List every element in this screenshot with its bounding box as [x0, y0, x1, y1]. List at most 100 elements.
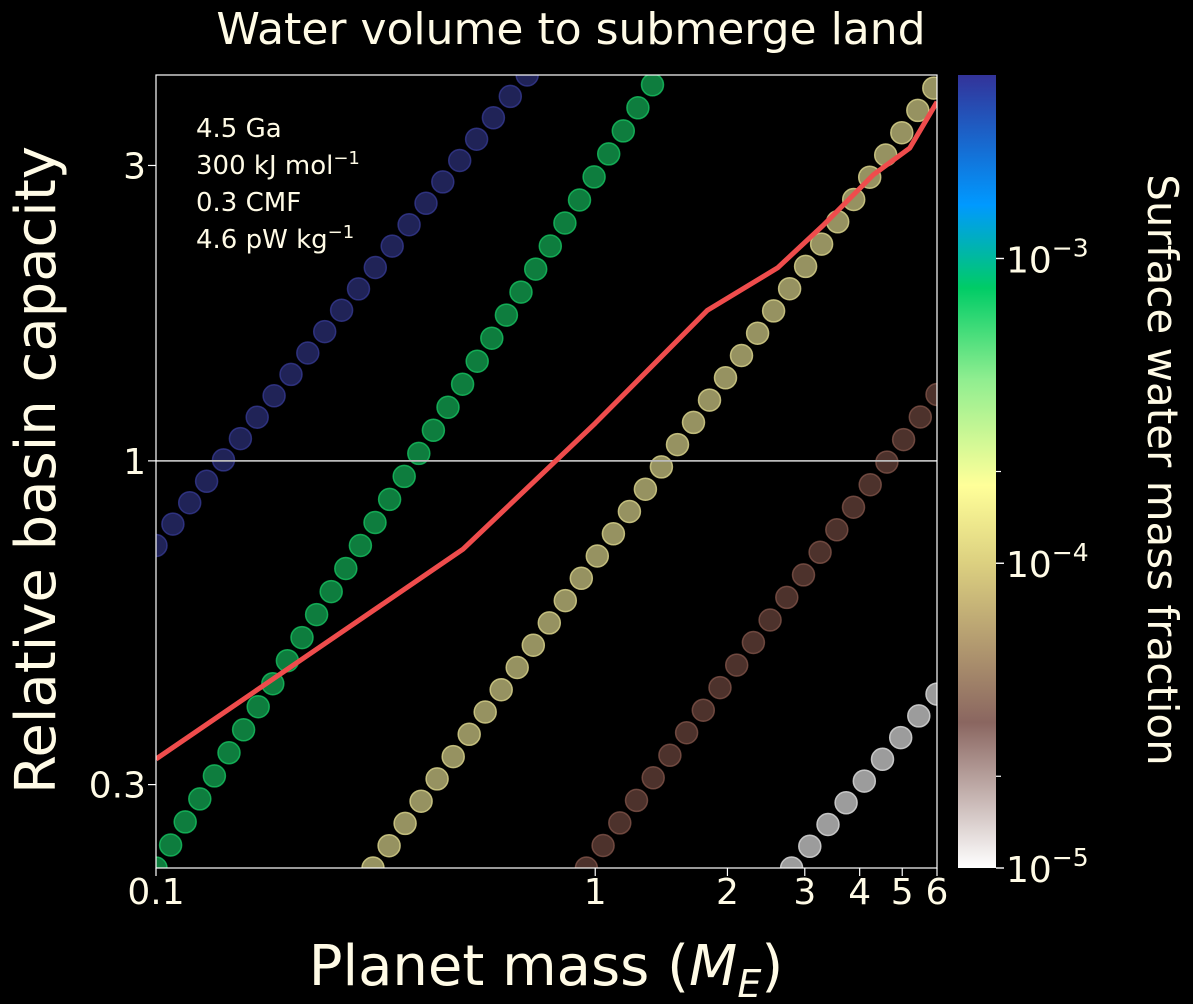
- series-layer: [156, 75, 937, 868]
- scatter-point: [228, 426, 253, 451]
- scatter-series-5: [779, 682, 937, 868]
- x-tick-label: 5: [891, 872, 914, 913]
- scatter-point: [505, 655, 529, 680]
- scatter-point: [161, 512, 185, 536]
- scatter-series-2: [156, 75, 665, 868]
- scatter-point: [515, 75, 539, 87]
- scatter-point: [436, 395, 460, 420]
- chart-title: Water volume to submerge land: [216, 4, 925, 55]
- scatter-point: [538, 234, 563, 258]
- scatter-point: [489, 677, 513, 702]
- scatter-point: [907, 704, 931, 728]
- x-axis-label: Planet mass (ME): [309, 934, 783, 1004]
- parameter-annotations: 4.5 Ga 300 kJ mol−1 0.3 CMF 4.6 pW kg−1: [196, 114, 360, 255]
- x-tick-label: 2: [716, 872, 739, 913]
- scatter-point: [922, 76, 937, 100]
- scatter-point: [641, 766, 665, 790]
- scatter-point: [156, 856, 168, 868]
- scatter-point: [296, 341, 320, 365]
- scatter-point: [758, 608, 782, 632]
- scatter-point: [464, 127, 489, 151]
- scatter-point: [809, 232, 834, 256]
- scatter-point: [925, 382, 937, 407]
- scatter-point: [246, 694, 270, 719]
- scatter-point: [633, 477, 658, 501]
- scatter-point: [708, 675, 732, 700]
- scatter-point: [397, 212, 421, 237]
- y-tick-label: 0.3: [89, 766, 146, 807]
- x-tick-label: 1: [584, 872, 607, 913]
- scatter-point: [363, 255, 388, 280]
- scatter-point: [574, 856, 599, 868]
- scatter-point: [177, 490, 202, 515]
- scatter-point: [279, 362, 303, 387]
- scatter-point: [906, 98, 930, 123]
- scatter-point: [777, 276, 802, 301]
- scatter-point: [334, 556, 358, 581]
- colorbar-tick-label: 10−4: [1006, 538, 1089, 586]
- scatter-point: [380, 234, 404, 258]
- scatter-point: [611, 119, 636, 143]
- scatter-point: [523, 257, 548, 281]
- colorbar-ticks: 10−5 10−4 10−3: [996, 233, 1089, 891]
- scatter-point: [691, 698, 716, 722]
- scatter-point: [825, 518, 849, 542]
- plot-area: [155, 74, 938, 869]
- x-axis-label-text: Planet mass (: [309, 934, 689, 999]
- scatter-point: [173, 810, 197, 834]
- scatter-point: [713, 366, 738, 390]
- scatter-point: [567, 188, 592, 212]
- scatter-point: [409, 789, 433, 813]
- scatter-point: [231, 718, 256, 742]
- scatter-point: [441, 744, 465, 769]
- scatter-point: [775, 585, 799, 610]
- scatter-point: [890, 120, 914, 145]
- scatter-point: [431, 170, 455, 194]
- scatter-point: [681, 410, 706, 435]
- scatter-point: [640, 75, 665, 97]
- annotation-line: 4.6 pW kg−1: [196, 222, 354, 255]
- scatter-point: [465, 349, 489, 373]
- x-axis-label-subscript: E: [737, 962, 761, 1004]
- colorbar-tick-label: 10−3: [1006, 233, 1089, 281]
- y-axis-ticks: 0.3 1 3: [89, 146, 156, 807]
- scatter-point: [481, 106, 506, 130]
- scatter-point: [779, 856, 804, 868]
- scatter-point: [697, 388, 722, 412]
- scatter-point: [498, 84, 523, 109]
- x-tick-label: 3: [793, 872, 816, 913]
- y-axis-label: Relative basin capacity: [4, 146, 69, 794]
- annotation-line: 300 kJ mol−1: [196, 148, 360, 181]
- scatter-point: [211, 448, 236, 472]
- scatter-point: [724, 653, 749, 677]
- colorbar: 10−5 10−4 10−3 Surface water mass fraction: [958, 75, 1187, 891]
- scatter-point: [624, 788, 649, 813]
- scatter-point: [509, 280, 533, 304]
- scatter-point: [626, 96, 650, 120]
- scatter-point: [346, 277, 371, 301]
- scatter-point: [761, 299, 786, 323]
- scatter-point: [421, 418, 446, 443]
- scatter-point: [745, 321, 770, 345]
- scatter-point: [450, 372, 475, 396]
- scatter-point: [908, 405, 933, 429]
- scatter-point: [393, 811, 417, 836]
- annotation-line: 0.3 CMF: [196, 188, 301, 218]
- scatter-point: [156, 533, 168, 558]
- scatter-point: [553, 211, 577, 235]
- scatter-point: [414, 191, 438, 216]
- scatter-point: [834, 791, 858, 815]
- scatter-point: [158, 833, 183, 857]
- scatter-point: [202, 764, 227, 788]
- scatter-point: [596, 142, 621, 166]
- scatter-point: [521, 633, 546, 657]
- scatter-point: [290, 625, 314, 650]
- scatter-point: [425, 767, 449, 791]
- scatter-point: [888, 725, 913, 750]
- x-tick-label: 4: [848, 872, 871, 913]
- scatter-point: [312, 319, 337, 344]
- scatter-point: [841, 495, 866, 519]
- scatter-point: [304, 602, 329, 627]
- scatter-point: [852, 769, 877, 793]
- plot-frame: [155, 74, 938, 869]
